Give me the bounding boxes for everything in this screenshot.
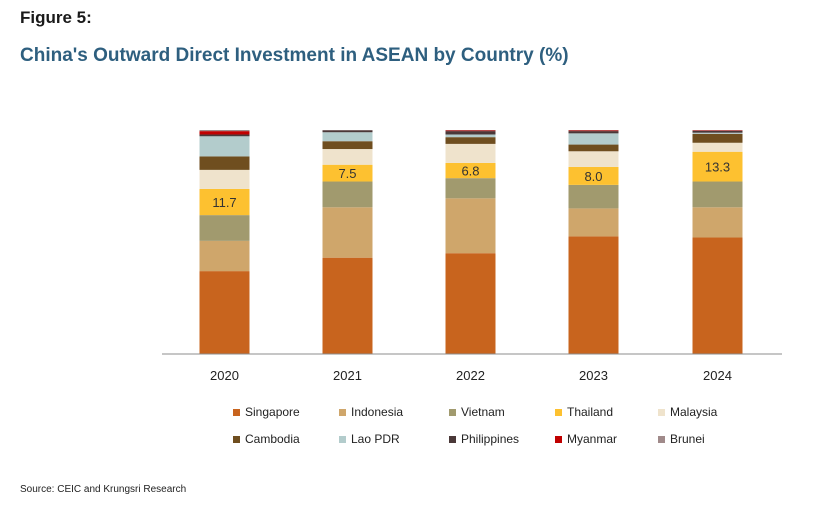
bar-vietnam-2021 [322,181,373,208]
bar-singapore-2021 [322,257,373,354]
bar-lao-pdr-2023 [568,133,619,145]
data-label-2021: 7.5 [338,166,356,181]
bar-cambodia-2020 [199,156,250,170]
data-label-2022: 6.8 [461,164,479,179]
chart-title: China's Outward Direct Investment in ASE… [20,45,569,66]
bar-vietnam-2024 [692,181,743,208]
legend-swatch-singapore [233,409,240,416]
legend-label-singapore: Singapore [245,405,300,419]
bar-cambodia-2023 [568,144,619,152]
legend-swatch-brunei [658,436,665,443]
bar-malaysia-2020 [199,169,250,189]
bar-lao-pdr-2022 [445,134,496,138]
bar-indonesia-2024 [692,207,743,238]
legend-swatch-lao-pdr [339,436,346,443]
x-tick-label-2021: 2021 [333,368,362,383]
bar-thailand-2024 [692,151,743,182]
figure-label: Figure 5: [20,8,92,27]
legend-label-cambodia: Cambodia [245,432,300,446]
source-note: Source: CEIC and Krungsri Research [20,484,187,495]
stacked-bar-chart: 11.7 7.5 6.8 8.0 13.3 2020 2021 2022 2023 2024 S… [162,130,782,446]
bar-singapore-2023 [568,236,619,354]
data-label-2024: 13.3 [705,160,730,175]
legend-label-brunei: Brunei [670,432,705,446]
bar-singapore-2024 [692,237,743,354]
bar-malaysia-2023 [568,151,619,167]
bar-indonesia-2022 [445,198,496,254]
bar-thailand-2022 [445,162,496,179]
bar-vietnam-2022 [445,178,496,199]
x-tick-labels: 2020 2021 2022 2023 2024 [210,368,732,383]
bar-thailand-2020 [199,188,250,216]
bar-philippines-2023 [568,131,619,134]
legend-swatch-malaysia [658,409,665,416]
legend-label-thailand: Thailand [567,405,613,419]
legend-label-myanmar: Myanmar [567,432,617,446]
data-label-2020: 11.7 [212,195,236,210]
bar-cambodia-2022 [445,137,496,144]
legend-swatch-myanmar [555,436,562,443]
bar-malaysia-2021 [322,149,373,165]
bar-philippines-2020 [199,134,250,137]
legend-swatch-thailand [555,409,562,416]
bar-lao-pdr-2021 [322,132,373,142]
bar-indonesia-2020 [199,240,250,272]
legend-label-philippines: Philippines [461,432,519,446]
legend-label-indonesia: Indonesia [351,405,403,419]
x-tick-label-2020: 2020 [210,368,239,383]
legend-label-lao-pdr: Lao PDR [351,432,400,446]
bar-cambodia-2021 [322,141,373,150]
legend-label-malaysia: Malaysia [670,405,718,419]
bar-lao-pdr-2024 [692,132,743,134]
bar-singapore-2020 [199,271,250,354]
x-tick-label-2024: 2024 [703,368,732,383]
bar-malaysia-2024 [692,142,743,152]
bar-indonesia-2023 [568,208,619,237]
bar-malaysia-2022 [445,143,496,163]
bar-indonesia-2021 [322,207,373,258]
bar-vietnam-2023 [568,184,619,209]
bar-singapore-2022 [445,253,496,354]
bar-lao-pdr-2020 [199,136,250,157]
legend-swatch-philippines [449,436,456,443]
data-label-2023: 8.0 [584,169,602,184]
bar-myanmar-2023 [568,130,619,132]
bar-philippines-2022 [445,131,496,135]
bar-myanmar-2022 [445,130,496,132]
bars-group: 11.7 7.5 6.8 8.0 13.3 [199,130,743,354]
bar-vietnam-2020 [199,215,250,241]
bar-thailand-2021 [322,164,373,182]
bar-thailand-2023 [568,166,619,185]
legend-swatch-cambodia [233,436,240,443]
legend-swatch-indonesia [339,409,346,416]
x-tick-label-2023: 2023 [579,368,608,383]
bar-philippines-2021 [322,130,373,133]
bar-cambodia-2024 [692,133,743,143]
bar-myanmar-2020 [199,131,250,135]
x-tick-label-2022: 2022 [456,368,485,383]
legend: Singapore Indonesia Vietnam Thailand Malaysi… [233,405,718,446]
bar-philippines-2024 [692,130,743,133]
legend-swatch-vietnam [449,409,456,416]
bar-brunei-2020 [199,130,250,132]
legend-label-vietnam: Vietnam [461,405,505,419]
